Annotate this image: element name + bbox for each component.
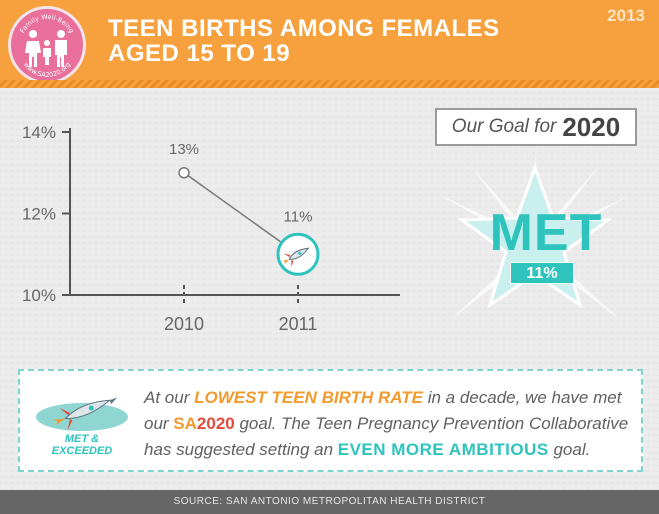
- data-label-2011: 11%: [284, 208, 313, 225]
- note-text-2: in a decade, we have met our: [144, 388, 622, 433]
- family-icon: Family Well-Being www.SA2020.org: [18, 13, 75, 79]
- note-text-3: goal. The Teen Pregnancy Prevention Coll…: [144, 414, 629, 459]
- rocket-icon: [36, 397, 128, 431]
- header-bar: Family Well-Being www.SA2020.org Teen Bi…: [0, 0, 659, 88]
- note-highlight-ambitious: EVEN MORE AMBITIOUS: [337, 440, 549, 459]
- sa2020-logo: Family Well-Being www.SA2020.org: [8, 6, 86, 84]
- y-tick-label: 12%: [22, 205, 56, 224]
- svg-text:Family Well-Being: Family Well-Being: [18, 13, 75, 35]
- note-box: MET & EXCEEDED At our LOWEST TEEN BIRTH …: [18, 369, 643, 472]
- title-line-1: Teen Births Among Females: [108, 15, 500, 42]
- x-tick-label: 2011: [279, 314, 318, 334]
- note-text-1: At our: [144, 388, 195, 407]
- data-label-2010: 13%: [169, 141, 199, 158]
- sa-prefix: SA: [173, 414, 197, 433]
- goal-box: Our Goal for 2020: [435, 108, 637, 146]
- note-text: At our LOWEST TEEN BIRTH RATE in a decad…: [144, 385, 634, 463]
- logo-top-text: Family Well-Being: [18, 13, 75, 35]
- note-highlight-lowest: LOWEST TEEN BIRTH RATE: [194, 388, 423, 407]
- rocket-icon: [282, 247, 310, 268]
- data-point-2010: [178, 167, 190, 179]
- sa-suffix: 2020: [196, 414, 235, 433]
- line-chart: 10% 12% 14% 2010 2011 13% 11%: [22, 123, 400, 334]
- goal-value-badge: 11%: [510, 262, 574, 284]
- met-exceeded-badge: MET & EXCEEDED: [51, 433, 113, 457]
- goal-year: 2020: [562, 111, 621, 142]
- y-tick-label: 14%: [22, 123, 56, 142]
- series-line: [183, 172, 283, 244]
- goal-status: MET: [489, 204, 603, 262]
- goal-prefix: Our Goal for: [451, 116, 557, 137]
- x-tick-label: 2010: [164, 314, 204, 334]
- year-label: 2013: [607, 6, 645, 25]
- header-stripe: [0, 80, 659, 88]
- page-title: Teen Births Among Females Aged 15 to 19: [108, 16, 500, 66]
- note-text-4: goal.: [548, 440, 591, 459]
- title-line-2: Aged 15 to 19: [108, 40, 291, 67]
- y-tick-label: 10%: [22, 286, 56, 305]
- source-footer: SOURCE: SAN ANTONIO METROPOLITAN HEALTH …: [0, 490, 659, 514]
